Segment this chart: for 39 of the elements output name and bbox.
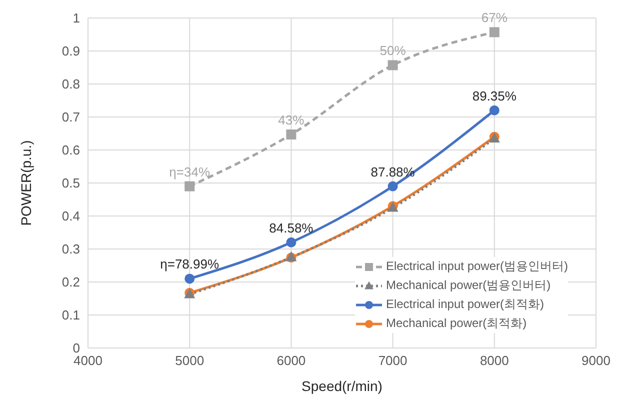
- annotation: 67%: [481, 10, 508, 26]
- point: [286, 237, 296, 248]
- x-tick-label: 8000: [480, 353, 509, 368]
- y-tick-label: 0.3: [62, 242, 80, 257]
- legend-label: Electrical input power(최적화): [386, 296, 544, 313]
- annotation: 84.58%: [269, 220, 314, 236]
- annotation: η=34%: [169, 164, 210, 180]
- point: [388, 181, 398, 192]
- legend-label: Mechanical power(최적화): [386, 315, 527, 332]
- x-tick-label: 4000: [74, 353, 102, 368]
- x-tick-label: 6000: [276, 353, 306, 368]
- y-tick-label: 0.2: [62, 274, 80, 290]
- y-tick-label: 0.4: [62, 208, 80, 224]
- legend-label: Mechanical power(범용인버터): [386, 277, 551, 294]
- annotation: 89.35%: [472, 88, 517, 104]
- y-tick-label: 0.5: [62, 176, 80, 191]
- point: [489, 105, 500, 116]
- x-tick-label: 5000: [175, 353, 204, 368]
- y-tick-label: 0: [72, 340, 80, 356]
- point: [388, 60, 398, 70]
- x-axis-title: Speed(r/min): [302, 378, 382, 394]
- x-tick-label: 7000: [378, 353, 408, 368]
- annotation: η=78.99%: [160, 256, 220, 272]
- y-tick-label: 0.7: [62, 110, 80, 125]
- y-tick-label: 1: [72, 10, 80, 26]
- legend-label: Electrical input power(범용인버터): [386, 258, 568, 275]
- point: [489, 27, 500, 38]
- y-axis-title: POWER(p.u.): [18, 140, 34, 226]
- point: [184, 181, 195, 192]
- y-tick-label: 0.1: [62, 308, 80, 323]
- x-tick-label: 9000: [582, 353, 610, 368]
- y-tick-label: 0.6: [62, 142, 80, 158]
- y-tick-label: 0.9: [62, 44, 80, 59]
- annotation: 43%: [278, 112, 305, 128]
- point: [286, 129, 296, 140]
- y-tick-label: 0.8: [62, 76, 80, 92]
- annotation: 50%: [380, 43, 406, 58]
- annotation: 87.88%: [370, 164, 416, 180]
- point: [184, 274, 195, 284]
